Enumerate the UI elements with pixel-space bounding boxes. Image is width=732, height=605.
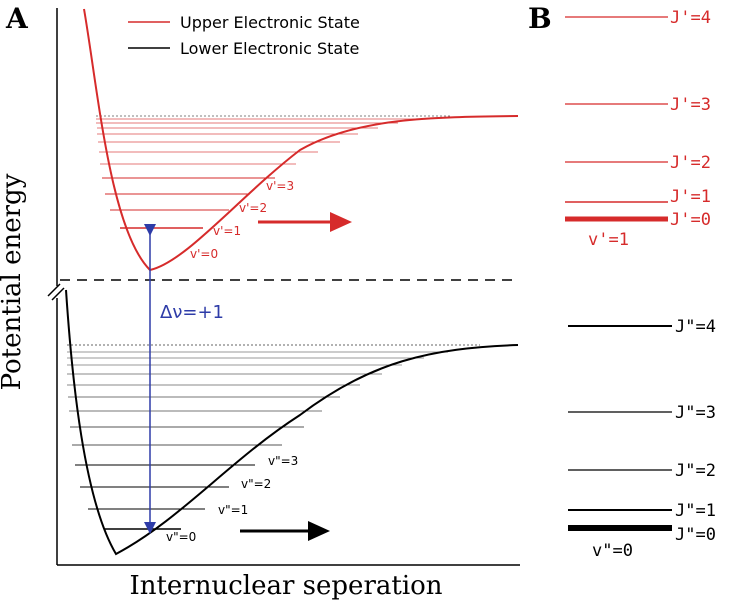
legend: Upper Electronic State Lower Electronic … <box>128 13 360 58</box>
axes <box>47 8 520 566</box>
legend-label-upper: Upper Electronic State <box>180 13 360 32</box>
lower-level-label: v"=1 <box>218 503 248 517</box>
lower-vibrational-levels <box>67 344 480 530</box>
upper-rot-label-j4: J'=4 <box>670 8 711 28</box>
panel-a-label: A <box>5 2 29 35</box>
lower-direction-arrow <box>240 521 330 541</box>
upper-level-label: v'=1 <box>213 224 241 238</box>
upper-level-label: v'=0 <box>190 247 218 261</box>
lower-rot-label-j3: J"=3 <box>675 403 716 423</box>
upper-rot-label-j2: J'=2 <box>670 153 711 173</box>
lower-rot-label-j4: J"=4 <box>675 317 716 337</box>
lower-rot-label-j1: J"=1 <box>675 501 716 521</box>
upper-rot-label-j3: J'=3 <box>670 95 711 115</box>
upper-potential-curve <box>83 8 519 272</box>
legend-label-lower: Lower Electronic State <box>180 39 359 58</box>
lower-rot-label-j2: J"=2 <box>675 461 716 481</box>
lower-level-label: v"=0 <box>166 530 196 544</box>
axis-break-mark-1 <box>47 283 61 297</box>
upper-vibrational-levels <box>96 115 450 229</box>
lower-potential-curve <box>65 289 519 556</box>
panel-b-label: B <box>528 2 552 35</box>
upper-direction-arrow <box>258 212 352 232</box>
upper-level-label: v'=2 <box>239 201 267 215</box>
upper-level-label: v'=3 <box>266 179 294 193</box>
axis-break-mark-2 <box>51 287 65 301</box>
upper-rot-label-j0: J'=0 <box>670 210 711 230</box>
lower-vib-label: v"=0 <box>592 541 633 561</box>
panel-b-lower-rotational-levels: J"=4 J"=3 J"=2 J"=1 J"=0 v"=0 <box>568 317 716 561</box>
y-axis-label: Potential energy <box>0 173 27 390</box>
lower-rot-label-j0: J"=0 <box>675 525 716 545</box>
lower-level-label: v"=2 <box>241 477 271 491</box>
lower-level-label: v"=3 <box>268 454 298 468</box>
transition-label: Δν=+1 <box>160 302 224 323</box>
x-axis-label: Internuclear seperation <box>129 571 442 601</box>
panel-b-upper-rotational-levels: J'=4 J'=3 J'=2 J'=1 J'=0 v'=1 <box>565 8 711 250</box>
upper-rot-label-j1: J'=1 <box>670 187 711 207</box>
upper-vib-label: v'=1 <box>588 230 629 250</box>
